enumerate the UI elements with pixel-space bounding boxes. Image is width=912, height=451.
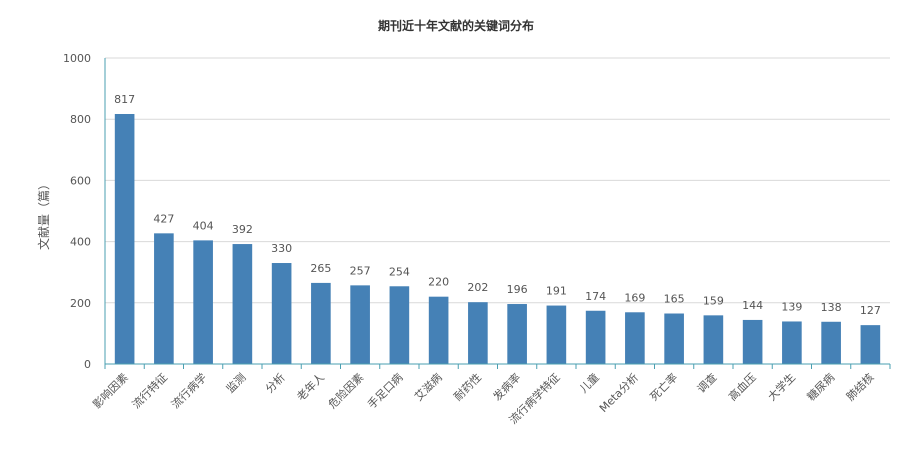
y-tick-label: 1000 — [63, 52, 91, 65]
x-tick-label: 调查 — [694, 370, 719, 395]
x-tick-label: 流行病学 — [168, 370, 209, 411]
x-tick-label: 危险因素 — [325, 370, 366, 411]
x-tick-label: 监测 — [224, 371, 249, 396]
y-tick-label: 400 — [70, 236, 91, 249]
bar[interactable] — [311, 282, 331, 364]
axes — [104, 58, 891, 369]
data-label: 257 — [350, 264, 371, 277]
bar[interactable] — [232, 244, 253, 364]
x-tick-label: 流行特征 — [129, 370, 170, 411]
bar[interactable] — [389, 286, 410, 364]
data-label: 817 — [114, 93, 135, 106]
x-tick-label: 发病率 — [490, 370, 523, 403]
x-tick-label: 耐药性 — [451, 370, 484, 403]
data-label: 265 — [310, 262, 331, 275]
data-label: 169 — [624, 291, 645, 304]
data-labels: 817 427 404 392 330 265 257 254 220 202 196 191 174 1… — [114, 93, 881, 317]
bar[interactable] — [860, 325, 881, 364]
bar[interactable] — [193, 240, 213, 364]
data-label: 174 — [585, 290, 606, 303]
data-label: 404 — [193, 219, 214, 232]
data-label: 138 — [821, 301, 842, 314]
y-axis-label: 文献量（篇） — [36, 178, 51, 250]
data-label: 254 — [389, 265, 410, 278]
bars — [114, 113, 881, 364]
y-tick-label: 0 — [84, 358, 91, 371]
bar[interactable] — [546, 305, 567, 364]
x-tick-label: 大学生 — [765, 370, 798, 403]
x-tick-label: 艾滋病 — [412, 370, 445, 403]
y-tick-labels: 0 200 400 600 800 1000 — [63, 52, 91, 371]
x-tick-label: Meta分析 — [596, 370, 641, 415]
x-tick-label: 糖尿病 — [804, 370, 837, 403]
x-tick-label: 肺结核 — [843, 370, 876, 403]
bar[interactable] — [154, 233, 174, 364]
bar[interactable] — [350, 285, 370, 364]
bar[interactable] — [625, 312, 645, 364]
data-label: 165 — [664, 293, 685, 306]
bar[interactable] — [114, 113, 135, 364]
bar[interactable] — [664, 313, 684, 364]
bar[interactable] — [703, 315, 724, 364]
x-tick-label: 影响因素 — [90, 371, 130, 411]
x-tick-label: 死亡率 — [647, 370, 680, 403]
y-tick-label: 200 — [70, 297, 91, 310]
data-label: 202 — [467, 281, 488, 294]
x-tick-label: 高血压 — [726, 370, 759, 403]
x-tick-label: 手足口病 — [364, 370, 405, 411]
data-label: 196 — [507, 283, 528, 296]
bar[interactable] — [507, 304, 527, 364]
data-label: 220 — [428, 276, 449, 289]
data-label: 330 — [271, 242, 292, 255]
bar[interactable] — [821, 321, 841, 364]
y-tick-label: 600 — [70, 174, 91, 187]
x-tick-label: 分析 — [262, 370, 287, 395]
chart-title: 期刊近十年文献的关键词分布 — [378, 18, 534, 33]
data-label: 144 — [742, 299, 763, 312]
data-label: 427 — [153, 212, 174, 225]
bar[interactable] — [742, 319, 763, 364]
y-tick-label: 800 — [70, 113, 91, 126]
bar[interactable] — [585, 310, 606, 364]
bar[interactable] — [782, 321, 802, 364]
data-label: 392 — [232, 223, 253, 236]
bar[interactable] — [271, 263, 292, 364]
gridlines — [105, 57, 890, 304]
data-label: 191 — [546, 285, 567, 298]
x-tick-label: 儿童 — [576, 370, 601, 395]
bar[interactable] — [468, 302, 488, 364]
x-tick-label: 老年人 — [294, 370, 327, 403]
data-label: 139 — [781, 300, 802, 313]
data-label: 159 — [703, 294, 724, 307]
data-label: 127 — [860, 304, 881, 317]
bar[interactable] — [428, 296, 449, 364]
